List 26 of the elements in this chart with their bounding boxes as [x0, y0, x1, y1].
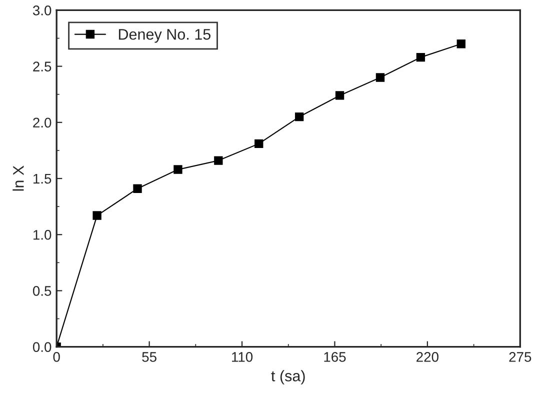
- x-tick-label: 220: [416, 352, 438, 362]
- y-tick-label: 0.5: [32, 286, 52, 296]
- x-axis-title: t (sa): [271, 370, 305, 384]
- y-axis-title: ln X: [12, 166, 24, 191]
- point: [456, 40, 466, 48]
- point: [214, 156, 223, 165]
- point: [133, 184, 142, 193]
- point: [174, 165, 182, 174]
- y-tick-label: 1.5: [33, 174, 52, 184]
- legend-label: Deney No. 15: [118, 29, 210, 43]
- x-tick-label: 275: [509, 352, 532, 362]
- point: [294, 112, 304, 122]
- x-tick-label: 0: [53, 352, 60, 362]
- y-tick-label: 0.0: [32, 342, 52, 352]
- point: [335, 91, 344, 100]
- point: [376, 73, 385, 82]
- point: [92, 211, 102, 220]
- x-tick-label: 165: [324, 352, 346, 362]
- y-tick-label: 2.0: [33, 118, 52, 128]
- x-tick-label: 55: [142, 352, 156, 362]
- y-tick-label: 1.0: [33, 230, 52, 240]
- y-tick-label: 2.5: [33, 62, 52, 72]
- point: [254, 139, 264, 148]
- point: [416, 52, 426, 62]
- x-tick-label: 110: [232, 352, 253, 362]
- y-tick-label: 3.0: [32, 6, 52, 16]
